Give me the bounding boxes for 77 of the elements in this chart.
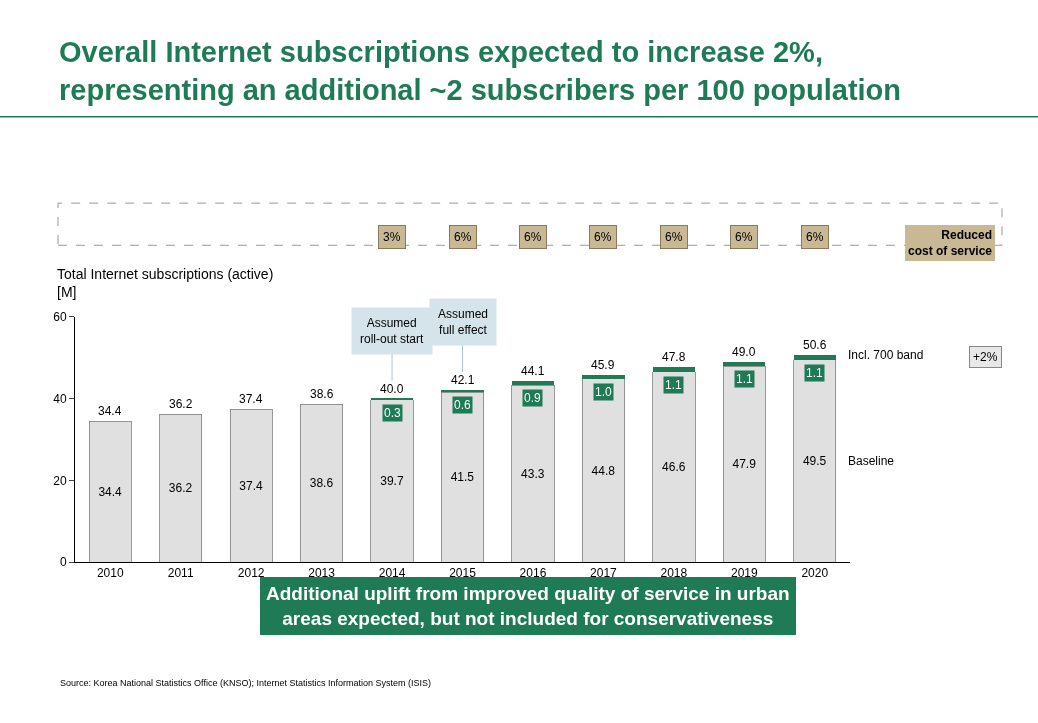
data-label: 1.0 [595,385,613,399]
data-label: 0.9 [524,391,542,405]
data-label: 44.8 [591,463,616,478]
data-label: 37.4 [239,478,263,493]
data-label: 38.6 [309,476,334,491]
text: 6% [735,230,753,244]
chart-title: Overall Internet subscriptions expected to increase 2%, representing an additional ~2 subscribers per 100 population [59,36,902,106]
data-label: 39.7 [380,473,404,488]
data-label: 0.6 [454,398,472,412]
data-label: 34.4 [98,484,123,499]
text: 6% [806,230,824,244]
x-tick-label: 2019 [730,566,758,581]
text: 6% [524,230,542,244]
bar [511,381,555,386]
annotation: Assumed full effect [438,307,489,337]
bar [88,421,132,563]
text: Additional uplift from improved quality of service in urban areas expected, but not included for conservativeness [266,583,790,629]
data-label: 46.6 [662,459,686,474]
bar [793,359,837,563]
data-label: 1.1 [806,366,824,380]
x-tick-label: 2016 [519,566,547,581]
text: 6% [665,230,683,244]
bar [440,392,485,563]
bar [370,399,414,563]
total-label: 37.4 [239,392,263,406]
bar [511,384,555,563]
bar [300,403,344,563]
total-label: 47.8 [662,350,686,364]
bar [370,397,414,400]
data-label: 49.5 [802,453,827,468]
data-label: 0.3 [384,406,402,420]
total-label: 38.6 [310,387,334,401]
x-tick-label: 2020 [801,566,829,581]
data-label: 41.5 [450,470,475,485]
x-tick-label: 2010 [96,566,124,581]
total-label: 36.2 [169,397,193,411]
data-label: 43.3 [521,466,545,481]
series-label: Incl. 700 band [848,348,924,362]
text: 6% [454,230,472,244]
text: 6% [594,230,612,244]
total-label: 44.1 [521,364,545,378]
bar [722,365,766,563]
total-label: 40.0 [380,382,404,396]
y-axis-title: Total Internet subscriptions (active) [M] [57,266,274,301]
total-label: 45.9 [591,358,615,372]
data-label: 1.1 [665,378,683,392]
total-label: 50.6 [803,338,827,352]
bar [229,408,273,563]
series-label: Baseline [848,454,895,468]
bar [582,374,625,379]
bar [793,355,836,360]
x-tick-label: 2018 [660,566,688,581]
source-note: Source: Korea National Statistics Office (KNSO); Internet Statistics Information System (ISIS) [60,678,431,688]
total-label: 34.4 [98,404,122,418]
data-label: 1.1 [736,372,754,386]
text: Reduced cost of service [908,228,993,258]
text: +2% [973,350,998,364]
bar [159,413,203,563]
bar [652,371,696,563]
x-tick-label: 2011 [167,566,194,581]
data-label: 47.9 [732,457,757,472]
x-tick-label: 2014 [378,566,406,581]
y-tick-label: 0 [59,555,67,570]
y-tick-label: 20 [53,473,67,488]
total-label: 49.0 [732,345,756,359]
annotation: Assumed roll-out start [360,316,425,346]
bar [652,367,695,372]
y-tick-label: 40 [53,391,67,406]
text: 3% [383,230,401,244]
data-label: 36.2 [168,481,193,496]
x-tick-label: 2012 [237,566,265,581]
y-tick-label: 60 [53,310,67,325]
total-label: 42.1 [451,373,475,387]
x-tick-label: 2017 [590,566,618,581]
bar [581,378,625,563]
x-tick-label: 2015 [449,566,477,581]
x-tick-label: 2013 [308,566,336,581]
